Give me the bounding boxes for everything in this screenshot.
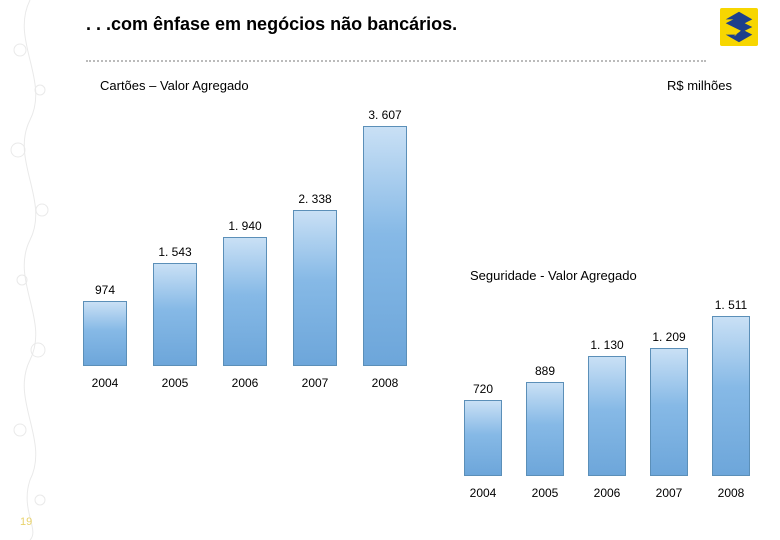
chart-left-bars: 974 1. 543 1. 940 2. 338 3. 607 [70,108,420,366]
chart-right: 7208891. 1301. 2091. 511 200420052006200… [452,300,762,500]
bar-group: 1. 543 [153,245,197,366]
bar-group: 889 [526,364,564,476]
unit-label: R$ milhões [667,78,732,93]
bar-value-label: 1. 940 [228,219,261,233]
bar [464,400,502,476]
chart-right-title: Seguridade - Valor Agregado [470,268,637,283]
chart-left: 974 1. 543 1. 940 2. 338 3. 607 2004 2005 2006… [70,110,420,390]
bar-group: 1. 130 [588,338,626,476]
chart-left-title: Cartões – Valor Agregado [100,78,249,93]
bar-value-label: 2. 338 [298,192,331,206]
bar [153,263,197,366]
bar-group: 1. 209 [650,330,688,476]
bar-group: 1. 511 [712,298,750,476]
decorative-floral [0,0,60,540]
bar [223,237,267,366]
bar-value-label: 1. 543 [158,245,191,259]
axis-category-label: 2007 [650,486,688,500]
bar [363,126,407,366]
bar-group: 3. 607 [363,108,407,366]
bar-value-label: 889 [535,364,555,378]
page-title: . . .com ênfase em negócios não bancário… [86,14,457,35]
axis-category-label: 2004 [83,376,127,390]
axis-category-label: 2007 [293,376,337,390]
bar-value-label: 1. 511 [715,298,747,312]
axis-category-label: 2005 [153,376,197,390]
bar-value-label: 3. 607 [368,108,401,122]
bar-group: 974 [83,283,127,366]
bar-value-label: 1. 130 [590,338,623,352]
chart-left-axis: 2004 2005 2006 2007 2008 [70,376,420,390]
bar-group: 720 [464,382,502,476]
axis-category-label: 2005 [526,486,564,500]
bar-group: 2. 338 [293,192,337,366]
bar [293,210,337,366]
bar [712,316,750,476]
bb-logo [720,8,758,46]
bar-value-label: 974 [95,283,115,297]
bar [526,382,564,476]
axis-category-label: 2008 [363,376,407,390]
slide-number: 19 [20,516,32,528]
bar [83,301,127,366]
axis-category-label: 2006 [588,486,626,500]
divider-dotted [86,60,706,62]
bar-value-label: 1. 209 [652,330,685,344]
bar [588,356,626,476]
bar [650,348,688,476]
chart-right-axis: 2004 2005 2006 2007 2008 [452,486,762,500]
axis-category-label: 2004 [464,486,502,500]
bar-group: 1. 940 [223,219,267,366]
axis-category-label: 2006 [223,376,267,390]
bar-value-label: 720 [473,382,493,396]
chart-right-bars: 720 889 1. 130 1. 209 1. 511 [452,298,762,476]
axis-category-label: 2008 [712,486,750,500]
